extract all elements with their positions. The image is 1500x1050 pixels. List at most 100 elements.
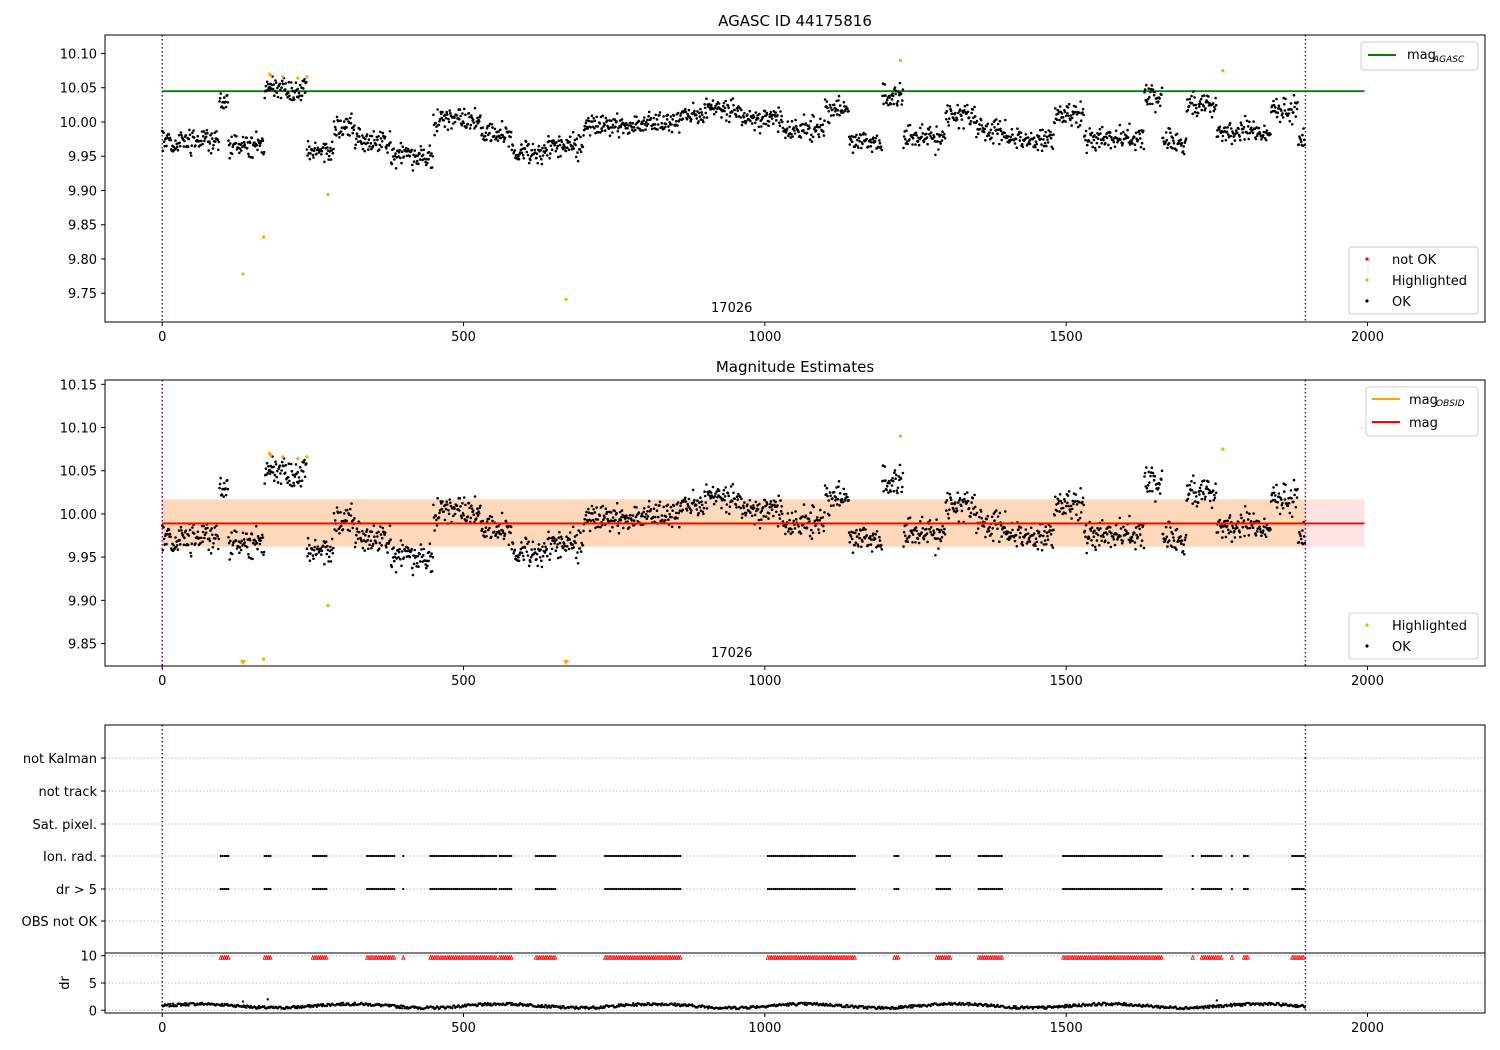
ion-rad-point	[774, 854, 777, 858]
ok-point	[447, 117, 450, 121]
ok-point	[777, 106, 780, 109]
ok-point	[611, 131, 614, 134]
ok-point	[192, 129, 195, 132]
ion-rad-point	[947, 854, 950, 858]
ok-point	[358, 135, 361, 138]
ok-point	[253, 543, 257, 546]
ok-point	[847, 498, 850, 502]
ok-point	[299, 98, 303, 102]
ok-point	[954, 501, 957, 504]
dr-gt-5-point	[389, 887, 392, 891]
ok-point	[393, 158, 396, 161]
ok-point	[209, 529, 212, 532]
ok-point	[1179, 138, 1182, 142]
ok-point	[345, 126, 349, 129]
ok-point	[1287, 112, 1291, 115]
ok-point	[1097, 528, 1100, 532]
ok-point	[479, 114, 482, 117]
ok-point	[892, 490, 896, 493]
dr-clipped-marker	[268, 954, 273, 960]
ok-point	[313, 545, 317, 549]
ok-point	[1148, 95, 1151, 99]
ion-rad-point	[1298, 854, 1301, 858]
ok-point	[1281, 112, 1284, 115]
dr-point	[233, 1004, 236, 1007]
ok-point	[537, 144, 541, 148]
ok-point	[973, 505, 977, 509]
ok-point	[549, 144, 553, 148]
ok-point	[734, 503, 738, 506]
flag-row-label: not track	[38, 785, 97, 800]
ok-point	[1095, 141, 1099, 145]
dr-gt-5-point	[669, 887, 672, 891]
dr-gt-5-point	[667, 887, 670, 891]
ion-rad-point	[652, 854, 655, 858]
ok-point	[1211, 102, 1215, 105]
ok-point	[179, 543, 182, 546]
dr-point	[300, 1006, 303, 1010]
ok-point	[1057, 112, 1060, 115]
ok-point	[1198, 105, 1201, 108]
ok-point	[599, 131, 602, 134]
ok-point	[1053, 121, 1056, 125]
ok-point	[920, 531, 923, 534]
ok-point	[1072, 502, 1075, 506]
ok-point	[665, 118, 669, 121]
ok-point	[526, 153, 530, 157]
ok-point	[599, 506, 603, 509]
ok-point	[998, 540, 1001, 543]
ok-point	[586, 127, 589, 130]
ok-point	[1208, 489, 1211, 492]
ok-point	[342, 120, 346, 123]
ok-point	[721, 497, 724, 501]
ok-point	[1086, 143, 1089, 147]
ok-point	[287, 80, 291, 84]
ok-point	[855, 528, 858, 532]
ok-point	[430, 152, 433, 155]
ok-point	[793, 132, 797, 135]
ok-point	[458, 497, 462, 500]
dr-gt-5-point	[487, 887, 490, 891]
ok-point	[527, 161, 531, 165]
ok-point	[525, 150, 529, 154]
ok-point	[1107, 143, 1110, 147]
ok-point	[753, 121, 757, 125]
legend-mag-obsid-label: mag	[1409, 393, 1438, 408]
ok-point	[323, 160, 326, 164]
ok-point	[1112, 140, 1116, 144]
ok-point	[1111, 535, 1115, 539]
ok-point	[579, 150, 583, 154]
ok-point	[370, 546, 373, 550]
ok-point	[452, 514, 455, 518]
ok-point	[878, 535, 881, 539]
ok-point	[431, 555, 435, 559]
ok-point	[235, 530, 238, 534]
ok-point	[786, 512, 790, 515]
ok-point	[1164, 537, 1167, 541]
ok-point	[741, 120, 744, 124]
ok-point	[218, 100, 221, 103]
ok-point	[1290, 108, 1293, 111]
ok-point	[761, 506, 765, 509]
ion-rad-point	[452, 854, 455, 858]
ok-point	[262, 153, 265, 156]
ok-point	[784, 525, 788, 529]
ok-point	[1057, 501, 1060, 505]
ok-point	[1079, 100, 1082, 103]
ok-point	[1206, 487, 1210, 491]
ok-point	[331, 151, 335, 155]
ok-point	[377, 547, 381, 550]
ok-point	[874, 533, 878, 536]
ok-point	[530, 148, 533, 152]
ion-rad-point	[448, 854, 451, 858]
ok-point	[1058, 118, 1061, 122]
ok-point	[607, 127, 611, 130]
ok-point	[1148, 481, 1151, 484]
ok-point	[1115, 136, 1119, 140]
ok-point	[1010, 127, 1014, 131]
ok-point	[565, 545, 569, 548]
magnitude-panel-title: Magnitude Estimates	[716, 358, 874, 376]
ok-point	[969, 122, 972, 126]
ok-point	[761, 115, 765, 119]
dr-gt-5-point	[1220, 887, 1223, 891]
